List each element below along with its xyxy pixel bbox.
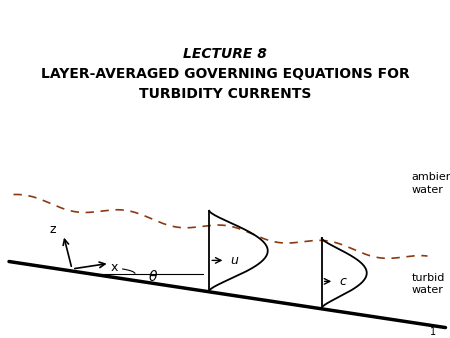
Text: CEE 598, GEOL 593: CEE 598, GEOL 593 — [177, 6, 273, 16]
Text: ambient: ambient — [412, 172, 450, 182]
Text: z: z — [50, 223, 56, 236]
Text: 1: 1 — [430, 327, 436, 337]
Text: TURBIDITY CURRENTS: MORPHODYNAMICS AND DEPOSITS: TURBIDITY CURRENTS: MORPHODYNAMICS AND D… — [43, 25, 407, 35]
Text: $\theta$: $\theta$ — [148, 269, 158, 284]
Text: u: u — [231, 254, 238, 267]
Text: water: water — [412, 286, 444, 295]
Text: water: water — [412, 185, 444, 195]
Text: LECTURE 8: LECTURE 8 — [183, 47, 267, 61]
Text: turbid: turbid — [412, 273, 445, 283]
Text: x: x — [110, 261, 118, 274]
Text: TURBIDITY CURRENTS: TURBIDITY CURRENTS — [139, 87, 311, 101]
Text: LAYER-AVERAGED GOVERNING EQUATIONS FOR: LAYER-AVERAGED GOVERNING EQUATIONS FOR — [40, 67, 410, 81]
Text: c: c — [340, 275, 346, 288]
